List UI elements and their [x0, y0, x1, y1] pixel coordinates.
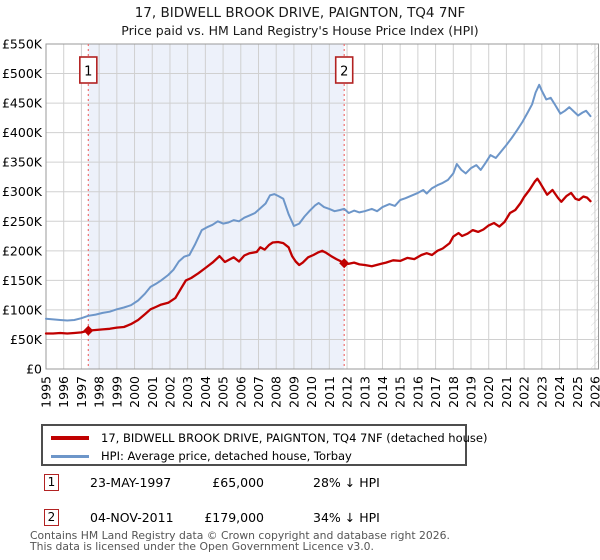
hpi-line-swatch-icon: [51, 454, 89, 458]
page-subtitle: Price paid vs. HM Land Registry's House …: [121, 23, 479, 38]
svg-text:2012: 2012: [340, 376, 355, 408]
sale-price: £65,000: [212, 475, 264, 490]
svg-text:2: 2: [340, 65, 348, 80]
svg-text:£200K: £200K: [2, 243, 43, 258]
legend-hpi-label: HPI: Average price, detached house, Torb…: [101, 449, 352, 463]
svg-text:2023: 2023: [534, 376, 549, 408]
sale-hpi-diff: 28% ↓ HPI: [313, 475, 380, 490]
svg-text:1995: 1995: [39, 376, 54, 408]
svg-text:1997: 1997: [74, 376, 89, 408]
footer-attribution: Contains HM Land Registry data © Crown c…: [30, 529, 450, 542]
svg-text:£550K: £550K: [2, 37, 43, 52]
svg-text:2015: 2015: [393, 376, 408, 408]
sale-price: £179,000: [204, 510, 264, 525]
transaction-row: 1 23-MAY-1997 £65,000 28% ↓ HPI: [44, 474, 584, 492]
property-line-swatch-icon: [51, 436, 89, 440]
svg-text:2026: 2026: [587, 376, 600, 408]
sale-number-badge: 1: [44, 474, 59, 491]
legend-item-property: 17, BIDWELL BROOK DRIVE, PAIGNTON, TQ4 7…: [51, 430, 487, 446]
svg-text:2005: 2005: [216, 376, 231, 408]
svg-text:£500K: £500K: [2, 66, 43, 81]
svg-text:1: 1: [84, 65, 92, 80]
svg-text:2007: 2007: [251, 376, 266, 408]
svg-text:2004: 2004: [198, 376, 213, 408]
svg-text:1996: 1996: [56, 376, 71, 408]
sale-date: 23-MAY-1997: [90, 475, 172, 490]
transaction-row: 2 04-NOV-2011 £179,000 34% ↓ HPI: [44, 509, 584, 527]
footer-licence: This data is licensed under the Open Gov…: [30, 540, 374, 553]
svg-text:£150K: £150K: [2, 273, 43, 288]
svg-text:2017: 2017: [428, 376, 443, 408]
svg-text:2016: 2016: [410, 376, 425, 408]
sale-number-badge: 2: [44, 509, 59, 526]
svg-text:2002: 2002: [162, 376, 177, 408]
price-chart: £0 £50K £100K £150K £200K £250K £300K £350K £400…: [2, 37, 600, 408]
legend-item-hpi: HPI: Average price, detached house, Torb…: [51, 448, 352, 464]
svg-text:2010: 2010: [304, 376, 319, 408]
svg-text:2024: 2024: [552, 376, 567, 408]
svg-text:£300K: £300K: [2, 184, 43, 199]
svg-text:2025: 2025: [570, 376, 585, 408]
svg-text:2020: 2020: [481, 376, 496, 408]
svg-text:2000: 2000: [127, 376, 142, 408]
sale-date: 04-NOV-2011: [90, 510, 174, 525]
svg-text:2021: 2021: [499, 376, 514, 408]
svg-text:2019: 2019: [464, 376, 479, 408]
svg-text:2011: 2011: [322, 376, 337, 408]
svg-text:2014: 2014: [375, 376, 390, 408]
svg-text:2018: 2018: [446, 376, 461, 408]
svg-text:2022: 2022: [517, 376, 532, 408]
legend-property-label: 17, BIDWELL BROOK DRIVE, PAIGNTON, TQ4 7…: [101, 431, 488, 445]
chart-legend: 17, BIDWELL BROOK DRIVE, PAIGNTON, TQ4 7…: [41, 424, 487, 466]
svg-text:2003: 2003: [180, 376, 195, 408]
sale-hpi-diff: 34% ↓ HPI: [313, 510, 380, 525]
svg-text:2009: 2009: [286, 376, 301, 408]
page-title: 17, BIDWELL BROOK DRIVE, PAIGNTON, TQ4 7…: [134, 5, 466, 21]
svg-text:£250K: £250K: [2, 214, 43, 229]
svg-text:£0: £0: [26, 362, 42, 377]
svg-text:2013: 2013: [357, 376, 372, 408]
svg-text:£450K: £450K: [2, 96, 43, 111]
svg-text:1999: 1999: [109, 376, 124, 408]
svg-text:£350K: £350K: [2, 155, 43, 170]
svg-text:£100K: £100K: [2, 302, 43, 317]
svg-text:£400K: £400K: [2, 125, 43, 140]
svg-text:1998: 1998: [92, 376, 107, 408]
svg-text:£50K: £50K: [10, 332, 43, 347]
svg-text:2006: 2006: [233, 376, 248, 408]
svg-text:2001: 2001: [145, 376, 160, 408]
svg-text:2008: 2008: [269, 376, 284, 408]
